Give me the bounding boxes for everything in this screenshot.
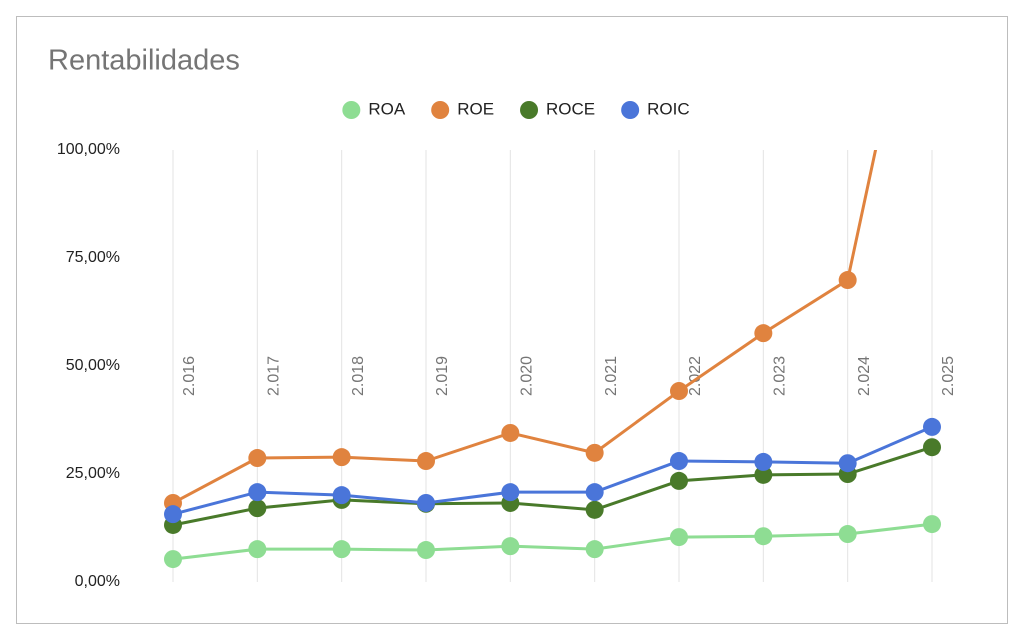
x-tick-label: 2.018 — [350, 356, 367, 396]
y-tick-label: 50,00% — [66, 357, 120, 374]
data-point — [501, 423, 520, 442]
y-tick-label: 0,00% — [75, 573, 120, 590]
data-point — [332, 540, 351, 559]
data-point — [164, 550, 182, 569]
data-point — [923, 438, 941, 457]
data-point — [754, 465, 773, 484]
data-point — [417, 452, 435, 471]
legend-marker — [520, 101, 539, 119]
data-point — [332, 486, 351, 505]
data-point — [670, 471, 688, 490]
data-point — [754, 452, 773, 471]
legend-marker — [621, 101, 640, 119]
data-point — [585, 483, 604, 502]
data-point — [670, 452, 688, 471]
data-point — [164, 505, 182, 524]
y-tick-label: 25,00% — [66, 465, 120, 482]
data-point — [754, 324, 773, 343]
data-point — [754, 527, 773, 546]
legend-item: ROCE — [520, 99, 595, 119]
legend-label: ROA — [368, 99, 406, 118]
data-point — [838, 454, 857, 473]
legend-label: ROIC — [647, 99, 690, 118]
data-point — [248, 540, 267, 559]
legend-item: ROA — [342, 99, 406, 119]
data-point — [332, 448, 351, 467]
x-tick-label: 2.025 — [940, 356, 957, 396]
series-line — [172, 425, 933, 516]
x-tick-label: 2.017 — [266, 356, 283, 396]
data-point — [923, 417, 941, 436]
x-tick-label: 2.023 — [772, 356, 789, 396]
series-line — [172, 522, 933, 561]
data-point — [248, 483, 267, 502]
x-tick-label: 2.024 — [856, 356, 873, 396]
x-tick-label: 2.019 — [434, 356, 451, 396]
legend-label: ROE — [457, 99, 494, 118]
x-tick-label: 2.021 — [603, 356, 620, 396]
data-point — [417, 541, 435, 560]
legend-item: ROIC — [621, 99, 690, 119]
data-point — [585, 540, 604, 559]
legend-label: ROCE — [546, 99, 595, 118]
x-tick-label: 2.016 — [181, 356, 198, 396]
data-point — [501, 483, 520, 502]
data-point — [585, 500, 604, 519]
data-point — [248, 449, 267, 468]
data-point — [670, 528, 688, 547]
data-point — [248, 499, 267, 518]
chart-title: Rentabilidades — [48, 45, 240, 77]
data-point — [585, 443, 604, 462]
x-tick-label: 2.022 — [687, 356, 704, 396]
legend-marker — [342, 101, 361, 119]
data-point — [501, 537, 520, 556]
legend-item: ROE — [431, 99, 494, 119]
x-tick-label: 2.020 — [519, 356, 536, 396]
data-point — [838, 271, 857, 290]
y-tick-label: 75,00% — [66, 249, 120, 266]
y-tick-label: 100,00% — [57, 141, 120, 158]
series-line — [172, 445, 933, 527]
data-point — [417, 493, 435, 512]
data-point — [923, 515, 941, 534]
legend-marker — [431, 101, 450, 119]
data-point — [670, 382, 688, 401]
data-point — [838, 525, 857, 544]
series-line — [172, 150, 878, 505]
